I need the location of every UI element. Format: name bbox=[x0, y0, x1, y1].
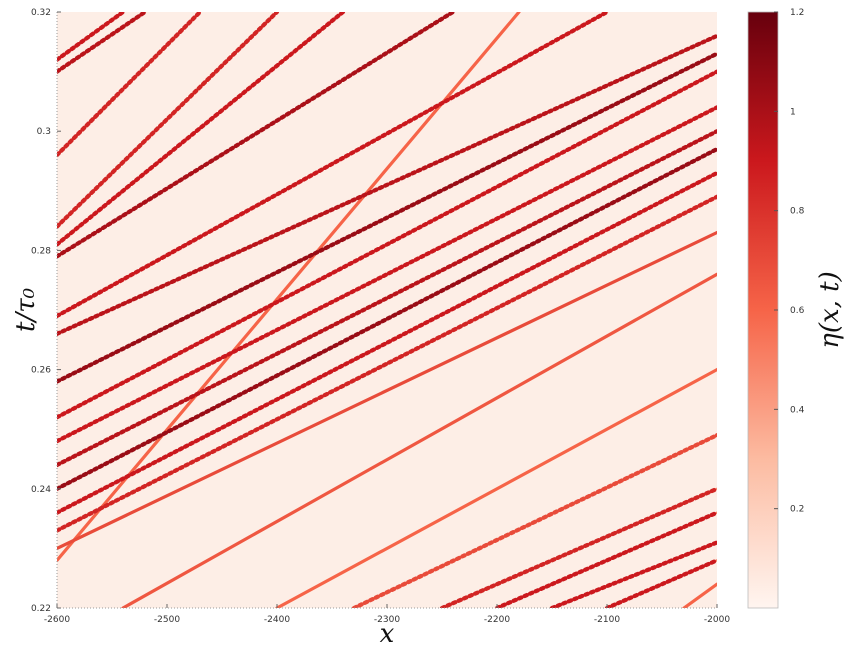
colorbar-tick-label: 1 bbox=[790, 107, 796, 117]
x-tick-label: -2200 bbox=[484, 615, 510, 625]
soliton-trajectory-dots bbox=[57, 12, 456, 259]
soliton-trajectory-dots bbox=[57, 12, 203, 158]
colorbar-tick-label: 0.2 bbox=[790, 505, 804, 515]
x-tick-label: -2000 bbox=[704, 615, 730, 625]
soliton-trajectory-dots bbox=[57, 194, 717, 533]
colorbar-tick-label: 0.6 bbox=[790, 306, 805, 316]
soliton-trajectory-dots bbox=[351, 433, 717, 608]
soliton-trajectory bbox=[682, 582, 717, 608]
x-tick-label: -2100 bbox=[594, 615, 620, 625]
soliton-trajectory-dots bbox=[57, 51, 717, 384]
soliton-trajectory bbox=[121, 272, 717, 608]
soliton-trajectory-dots bbox=[604, 558, 717, 608]
soliton-trajectory-dots bbox=[439, 486, 717, 608]
y-tick-label: 0.28 bbox=[31, 246, 51, 256]
colorbar: 0.2 0.4 0.6 0.8 1 1.2 bbox=[747, 8, 805, 609]
plot-area bbox=[57, 12, 717, 608]
y-tick-label: 0.32 bbox=[31, 8, 51, 18]
y-tick-label: 0.22 bbox=[31, 604, 51, 614]
x-tick-label: -2500 bbox=[154, 615, 180, 625]
colorbar-tick-label: 0.4 bbox=[790, 405, 805, 415]
soliton-trajectory-dots bbox=[57, 105, 717, 444]
soliton-trajectory-dots bbox=[57, 146, 717, 491]
soliton-trajectory-dots bbox=[57, 12, 280, 229]
soliton-trajectory-dots bbox=[57, 12, 610, 319]
x-axis: -2600 -2500 -2400 -2300 -2200 -2100 -2000 bbox=[44, 604, 730, 625]
x-axis-label: x bbox=[380, 619, 395, 648]
soliton-trajectory-dots bbox=[57, 69, 717, 420]
soliton-trajectory-dots bbox=[57, 129, 717, 468]
soliton-trajectory-dots bbox=[494, 510, 717, 608]
y-axis-label: t/τ₀ bbox=[11, 287, 41, 332]
x-tick-label: -2600 bbox=[44, 615, 70, 625]
colorbar-tick-label: 0.8 bbox=[790, 207, 805, 217]
soliton-trajectory bbox=[57, 230, 717, 551]
soliton-trajectory-dots bbox=[57, 12, 148, 74]
soliton-trajectory-dots bbox=[57, 12, 126, 62]
y-tick-label: 0.24 bbox=[31, 485, 51, 495]
colorbar-label: η(x, t) bbox=[815, 271, 845, 349]
y-tick-label: 0.3 bbox=[37, 127, 51, 137]
y-axis: 0.22 0.24 0.26 0.28 0.3 0.32 bbox=[31, 8, 61, 614]
soliton-trajectory-dots bbox=[57, 33, 717, 336]
colorbar-tick-label: 1.2 bbox=[790, 8, 804, 18]
soliton-trajectory-dots bbox=[57, 170, 717, 515]
colorbar-gradient bbox=[747, 11, 779, 609]
soliton-trajectory-dots bbox=[57, 12, 346, 247]
soliton-trajectory bbox=[275, 368, 717, 608]
y-tick-label: 0.26 bbox=[31, 366, 51, 376]
x-tick-label: -2300 bbox=[374, 615, 400, 625]
x-tick-label: -2400 bbox=[264, 615, 290, 625]
heatmap-background bbox=[57, 12, 717, 608]
soliton-trajectory-dots bbox=[549, 540, 717, 608]
